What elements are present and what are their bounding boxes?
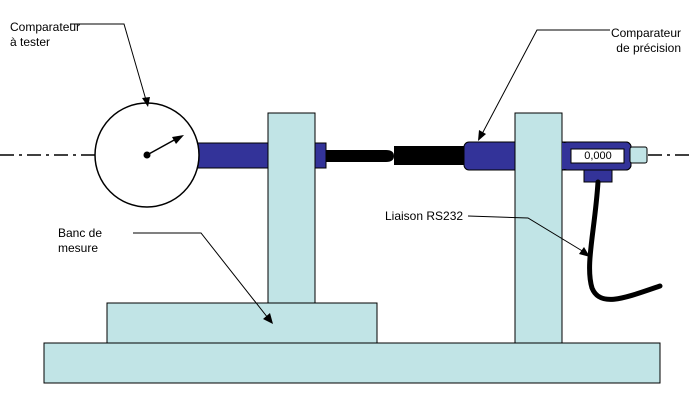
label-precision-gauge: Comparateur de précision [611, 26, 681, 56]
leader-bench [133, 232, 269, 319]
leader-tested-gauge-arrow [142, 97, 150, 107]
left-column [267, 112, 316, 304]
leader-rs232 [467, 215, 585, 253]
right-column [514, 112, 563, 344]
dial-needle-tip [172, 135, 184, 144]
label-bench-line2: mesure [58, 241, 99, 255]
precision-gauge-head-join [562, 143, 568, 169]
precision-gauge-cap [629, 146, 648, 164]
label-bench: Banc de mesure [58, 226, 102, 256]
bench-support-plate [106, 302, 378, 344]
tested-gauge-probe [326, 150, 394, 162]
leader-bench-arrow [263, 313, 273, 324]
label-rs232-link: Liaison RS232 [385, 209, 464, 223]
leader-precision-gauge [481, 29, 610, 135]
display-reading: 0,000 [584, 150, 612, 162]
label-tested-gauge-line2: à tester [10, 35, 51, 49]
label-tested-gauge: Comparateur à tester [10, 20, 80, 50]
label-bench-line1: Banc de [58, 226, 103, 240]
label-precision-gauge-line1: Comparateur [610, 26, 681, 40]
label-tested-gauge-line1: Comparateur [10, 20, 81, 34]
leader-rs232-arrow [579, 247, 590, 257]
dial-needle [146, 138, 177, 156]
precision-gauge-probe [394, 146, 466, 165]
label-precision-gauge-line2: de précision [616, 41, 681, 55]
leader-precision-gauge-arrow [478, 130, 486, 141]
bench-base-plate [43, 342, 661, 384]
rs232-cable [587, 179, 663, 302]
leader-tested-gauge [70, 23, 147, 101]
dial-needle-pivot [143, 151, 151, 159]
digital-display [570, 148, 625, 164]
